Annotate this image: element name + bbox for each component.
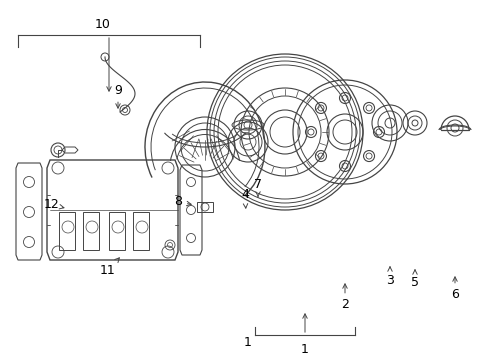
Text: 10: 10	[95, 18, 111, 31]
Text: 7: 7	[253, 179, 262, 197]
Text: 9: 9	[114, 84, 122, 108]
Text: 1: 1	[244, 336, 251, 348]
Text: 4: 4	[241, 189, 248, 208]
Text: 12: 12	[44, 198, 64, 211]
Text: 5: 5	[410, 270, 418, 289]
Bar	[133, 212, 149, 250]
Text: 2: 2	[340, 284, 348, 311]
Text: 3: 3	[385, 267, 393, 287]
Bar	[109, 212, 125, 250]
Text: 6: 6	[450, 277, 458, 301]
Bar	[83, 212, 99, 250]
Bar	[59, 212, 75, 250]
Text: 1: 1	[301, 343, 308, 356]
Text: 11: 11	[100, 258, 119, 276]
Text: 8: 8	[174, 195, 191, 208]
